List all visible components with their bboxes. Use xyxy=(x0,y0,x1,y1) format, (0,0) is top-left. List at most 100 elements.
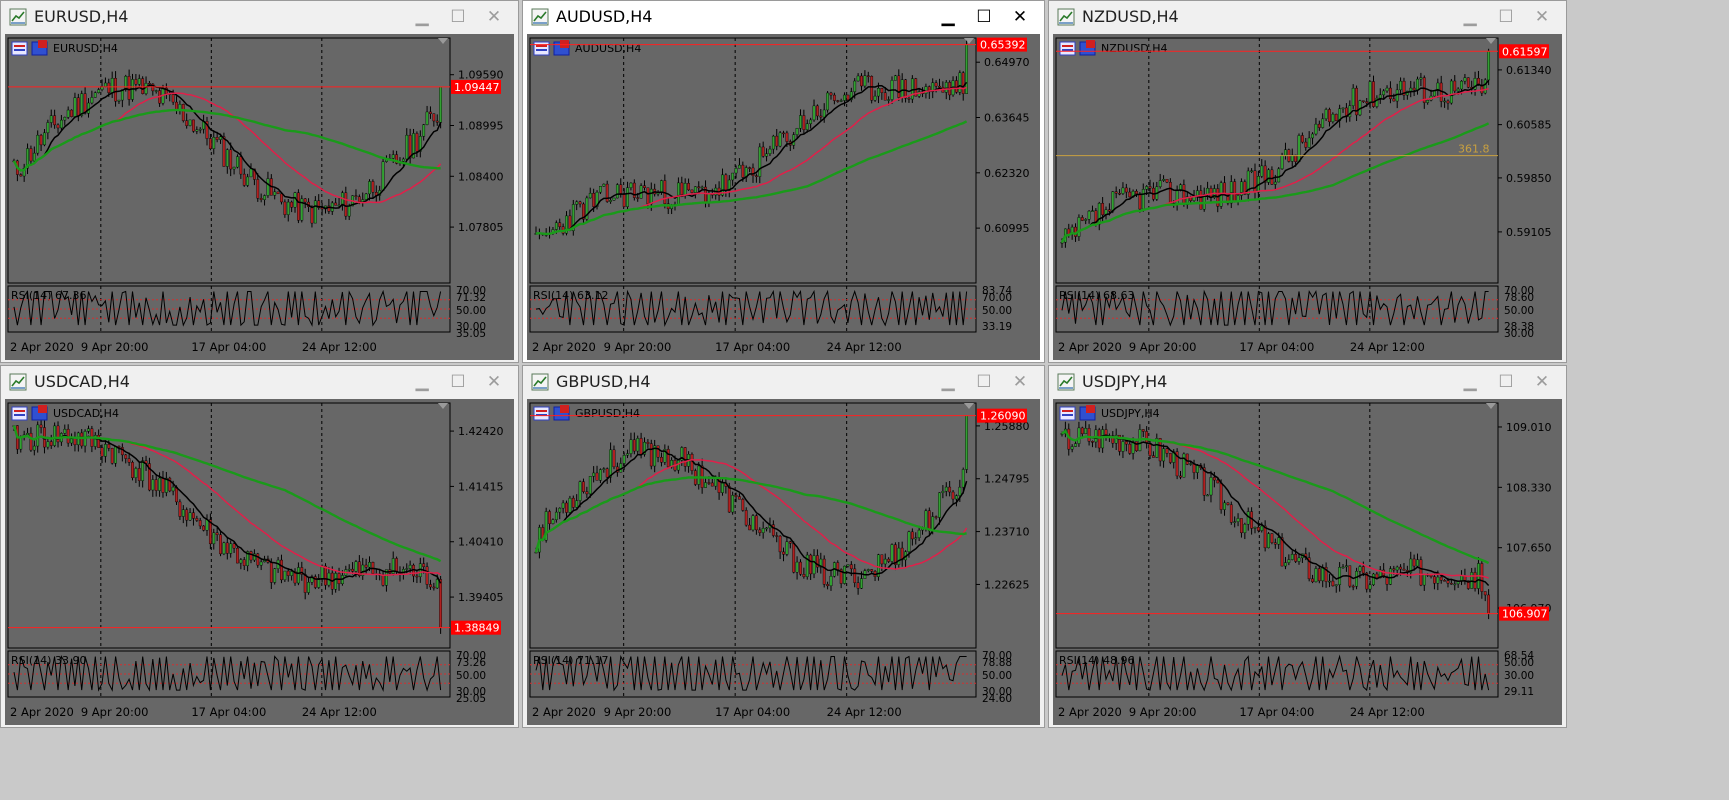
chart-window-usdjpy[interactable]: USDJPY,H4 ▁ ☐ ✕ USDJPY,H4 109.010 108.330 1… xyxy=(1048,365,1567,728)
minimize-button[interactable]: ▁ xyxy=(934,4,962,30)
candle xyxy=(39,424,43,428)
date-axis-label: 9 Apr 20:00 xyxy=(1129,705,1197,719)
candle xyxy=(310,206,314,224)
window-titlebar[interactable]: USDCAD,H4 ▁ ☐ ✕ xyxy=(1,366,518,399)
window-titlebar[interactable]: EURUSD,H4 ▁ ☐ ✕ xyxy=(1,1,518,34)
price-chart[interactable]: GBPUSD,H4 1.25880 1.24795 1.23710 1.22625 1.2… xyxy=(527,399,1040,725)
window-titlebar[interactable]: USDJPY,H4 ▁ ☐ ✕ xyxy=(1049,366,1566,399)
candle xyxy=(1483,79,1487,94)
menu-icon[interactable] xyxy=(553,40,570,56)
minimize-button[interactable]: ▁ xyxy=(1456,369,1484,395)
close-button[interactable]: ✕ xyxy=(1006,369,1034,395)
chart-area[interactable]: EURUSD,H4 1.09590 1.08995 1.08400 1.07805 1.0… xyxy=(5,34,514,360)
candle xyxy=(60,119,63,129)
window-titlebar[interactable]: GBPUSD,H4 ▁ ☐ ✕ xyxy=(523,366,1044,399)
close-button[interactable]: ✕ xyxy=(480,369,508,395)
template-icon[interactable] xyxy=(11,41,28,56)
candle xyxy=(1226,194,1230,204)
maximize-button[interactable]: ☐ xyxy=(1492,4,1520,30)
maximize-button[interactable]: ☐ xyxy=(444,369,472,395)
chart-window-audusd[interactable]: AUDUSD,H4 ▁ ☐ ✕ AUDUSD,H4 0.64970 0.63645 0… xyxy=(522,0,1045,363)
current-price-tag xyxy=(977,37,1027,52)
candle xyxy=(907,98,911,100)
candle xyxy=(731,172,735,181)
chart-area[interactable]: USDCAD,H4 1.42420 1.41415 1.40410 1.39405 1.3… xyxy=(5,399,514,725)
rsi-axis-label: 35.05 xyxy=(456,328,486,340)
candle xyxy=(256,179,260,199)
candle xyxy=(39,134,43,146)
maximize-button[interactable]: ☐ xyxy=(1492,369,1520,395)
candle xyxy=(107,444,111,449)
price-axis-label: 1.42420 xyxy=(458,425,504,438)
chart-window-usdcad[interactable]: USDCAD,H4 ▁ ☐ ✕ USDCAD,H4 1.42420 1.41415 1… xyxy=(0,365,519,728)
candle xyxy=(1074,443,1077,447)
price-chart[interactable]: USDCAD,H4 1.42420 1.41415 1.40410 1.39405 1.3… xyxy=(5,399,514,725)
candle xyxy=(90,97,94,104)
chart-area[interactable]: GBPUSD,H4 1.25880 1.24795 1.23710 1.22625 1.2… xyxy=(527,399,1040,725)
candle xyxy=(744,510,748,526)
candle xyxy=(334,202,338,206)
minimize-button[interactable]: ▁ xyxy=(408,369,436,395)
candle xyxy=(683,183,687,196)
candle xyxy=(127,458,131,463)
template-icon[interactable] xyxy=(1059,406,1076,421)
chart-area[interactable]: USDJPY,H4109.010108.330107.650106.970106… xyxy=(1053,399,1562,725)
maximize-button[interactable]: ☐ xyxy=(444,4,472,30)
candle xyxy=(656,445,660,458)
minimize-icon: ▁ xyxy=(941,7,955,27)
candle xyxy=(1389,568,1392,585)
candle xyxy=(1426,99,1430,103)
template-icon[interactable] xyxy=(533,41,550,56)
candle xyxy=(357,196,361,203)
candle xyxy=(432,113,436,122)
template-icon[interactable] xyxy=(1059,41,1076,56)
window-titlebar[interactable]: AUDUSD,H4 ▁ ☐ ✕ xyxy=(523,1,1044,34)
close-button[interactable]: ✕ xyxy=(480,4,508,30)
close-button[interactable]: ✕ xyxy=(1528,4,1556,30)
candle xyxy=(46,122,50,134)
price-chart[interactable]: USDJPY,H4109.010108.330107.650106.970106… xyxy=(1053,399,1562,725)
menu-icon[interactable] xyxy=(1079,405,1096,421)
candle xyxy=(558,507,562,513)
minimize-button[interactable]: ▁ xyxy=(408,4,436,30)
menu-icon[interactable] xyxy=(1079,40,1096,56)
date-axis-label: 24 Apr 12:00 xyxy=(1350,705,1425,719)
chart-window-gbpusd[interactable]: GBPUSD,H4 ▁ ☐ ✕ GBPUSD,H4 1.25880 1.24795 1… xyxy=(522,365,1045,728)
maximize-button[interactable]: ☐ xyxy=(970,369,998,395)
maximize-button[interactable]: ☐ xyxy=(970,4,998,30)
candle xyxy=(1080,427,1084,435)
candle xyxy=(266,178,270,196)
chart-area[interactable]: NZDUSD,H4 361.8 0.61340 0.60585 0.59850 0.591… xyxy=(1053,34,1562,360)
chart-area[interactable]: AUDUSD,H4 0.64970 0.63645 0.62320 0.60995 0.6… xyxy=(527,34,1040,360)
candle xyxy=(1091,441,1094,443)
ma-fast-line xyxy=(1061,430,1490,587)
candle xyxy=(897,75,901,98)
candle xyxy=(368,562,371,568)
menu-icon[interactable] xyxy=(31,405,48,421)
menu-icon[interactable] xyxy=(31,40,48,56)
candle xyxy=(110,448,114,464)
candle xyxy=(1243,181,1247,195)
candle xyxy=(571,204,575,231)
template-icon[interactable] xyxy=(11,406,28,421)
candle xyxy=(958,486,962,496)
candle xyxy=(439,579,443,628)
candle xyxy=(1345,565,1348,568)
minimize-button[interactable]: ▁ xyxy=(1456,4,1484,30)
candle xyxy=(771,135,775,150)
candle xyxy=(649,188,653,205)
template-icon[interactable] xyxy=(533,406,550,421)
close-button[interactable]: ✕ xyxy=(1528,369,1556,395)
price-chart[interactable]: AUDUSD,H4 0.64970 0.63645 0.62320 0.60995 0.6… xyxy=(527,34,1040,360)
candle xyxy=(1483,591,1487,596)
menu-icon[interactable] xyxy=(553,405,570,421)
price-chart[interactable]: NZDUSD,H4 361.8 0.61340 0.60585 0.59850 0.591… xyxy=(1053,34,1562,360)
rsi-axis-label: 73.26 xyxy=(456,657,486,669)
minimize-button[interactable]: ▁ xyxy=(934,369,962,395)
close-button[interactable]: ✕ xyxy=(1006,4,1034,30)
chart-window-eurusd[interactable]: EURUSD,H4 ▁ ☐ ✕ EURUSD,H4 1.09590 1.08995 1… xyxy=(0,0,519,363)
window-titlebar[interactable]: NZDUSD,H4 ▁ ☐ ✕ xyxy=(1049,1,1566,34)
chart-window-nzdusd[interactable]: NZDUSD,H4 ▁ ☐ ✕ NZDUSD,H4 361.8 0.61340 0.6… xyxy=(1048,0,1567,363)
price-chart[interactable]: EURUSD,H4 1.09590 1.08995 1.08400 1.07805 1.0… xyxy=(5,34,514,360)
candle xyxy=(87,428,90,432)
